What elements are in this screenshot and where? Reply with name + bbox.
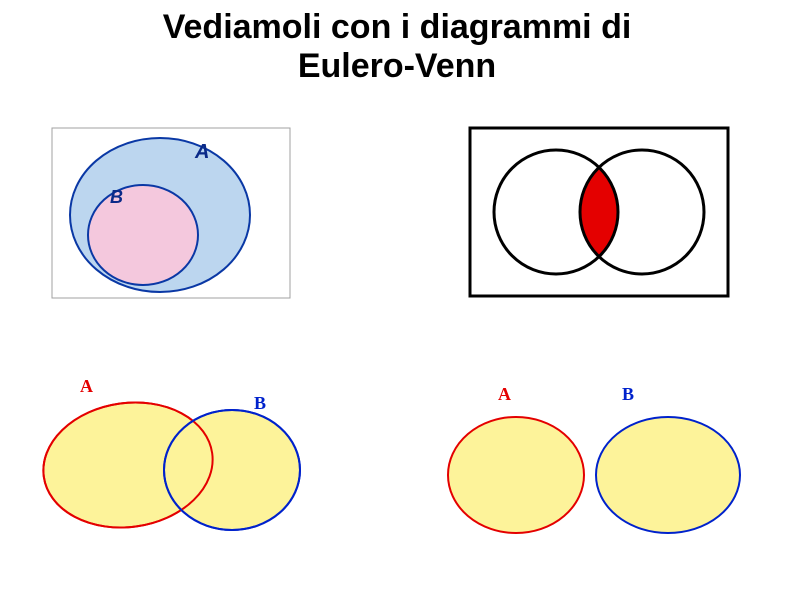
diagram-canvas: A B A B A B — [0, 0, 794, 595]
label-B: B — [254, 393, 266, 413]
label-B: B — [110, 187, 123, 207]
set-B-inner — [88, 185, 198, 285]
disjoint-set-A — [448, 417, 584, 533]
label-B: B — [622, 384, 634, 404]
label-A: A — [194, 141, 209, 163]
label-A: A — [80, 376, 93, 396]
label-A: A — [498, 384, 511, 404]
disjoint-set-B — [596, 417, 740, 533]
